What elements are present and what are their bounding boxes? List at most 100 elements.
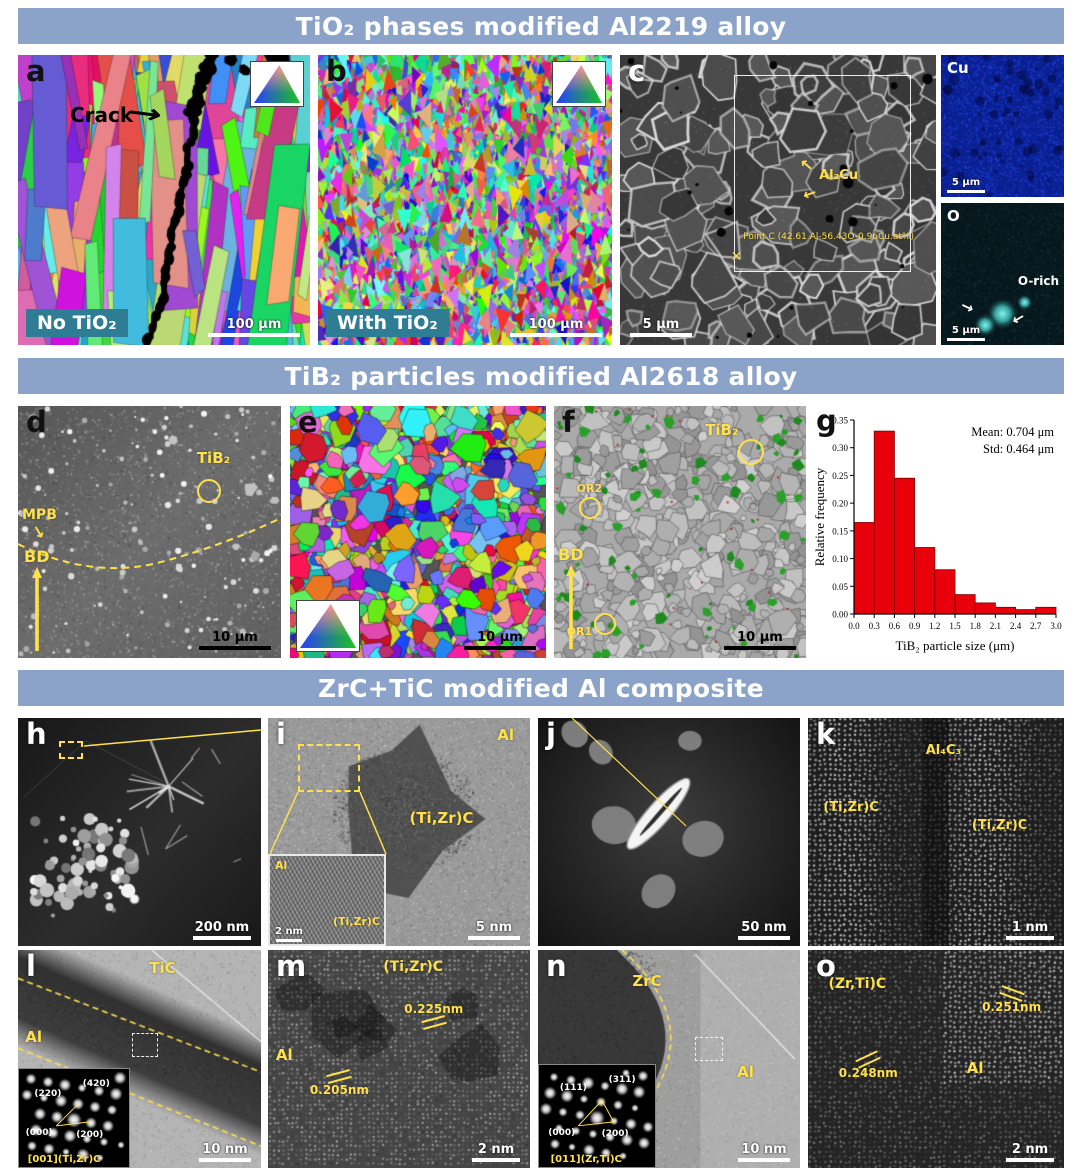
svg-text:3.0: 3.0 xyxy=(1050,621,1062,631)
panel-letter: a xyxy=(26,55,46,88)
diffraction-canvas xyxy=(19,1069,129,1167)
al4c3-label: Al₄C₃ xyxy=(925,743,962,759)
panel-letter: b xyxy=(326,55,347,88)
spot-label: (420) xyxy=(82,1078,110,1089)
zrc-label: ZrC xyxy=(632,971,662,990)
scale-bar: 10 μm xyxy=(724,631,796,650)
scale-bar: 5 μm xyxy=(630,318,692,337)
lattice-image xyxy=(808,718,1064,946)
scale-bar: 5 μm xyxy=(947,326,985,341)
or1-label: OR1 xyxy=(566,625,593,639)
panel-k: k Al₄C₃ (Ti,Zr)C (Ti,Zr)C 1 nm xyxy=(808,718,1064,946)
eds-cu-map: Cu 5 μm xyxy=(941,55,1064,197)
tib2-label: TiB₂ xyxy=(705,421,739,440)
roi-dashed-box xyxy=(298,744,360,792)
panel-a: a Crack → No TiO₂ 100 μm xyxy=(18,55,310,345)
band-contrast-map xyxy=(554,406,806,658)
panel-letter: l xyxy=(26,950,36,983)
tic-label: TiC xyxy=(149,958,176,977)
ipf-legend xyxy=(250,61,304,107)
svg-text:0.3: 0.3 xyxy=(869,621,881,631)
bd-arrow: BD xyxy=(558,545,583,649)
ipf-triangle-icon xyxy=(254,65,300,103)
svg-text:0.30: 0.30 xyxy=(832,443,848,453)
svg-text:Std: 0.464 μm: Std: 0.464 μm xyxy=(983,442,1054,456)
al2cu-label: Al₂Cu xyxy=(819,168,859,184)
sem-speckle-image xyxy=(18,406,281,658)
svg-text:0.0: 0.0 xyxy=(848,621,860,631)
section3-header: ZrC+TiC modified Al composite xyxy=(18,670,1064,706)
tizrc-label: (Ti,Zr)C xyxy=(409,809,474,828)
scale-bar: 50 nm xyxy=(738,921,790,940)
tib2-label: TiB₂ xyxy=(196,448,231,467)
ipf-triangle-icon xyxy=(300,604,356,648)
ipf-triangle-icon xyxy=(556,65,602,103)
point-c-marker: ✕ xyxy=(730,249,743,266)
mpb-label: MPB xyxy=(22,506,57,523)
bd-arrow-icon xyxy=(565,564,576,649)
tizrc-right-label: (Ti,Zr)C xyxy=(971,818,1028,834)
zone-axis-label: [001](Ti,Zr)C xyxy=(27,1154,101,1165)
spot-label: (000) xyxy=(25,1127,53,1138)
diffraction-inset: (220) (420) (000) (200) [001](Ti,Zr)C xyxy=(18,1068,130,1168)
o-label: O xyxy=(947,207,960,225)
al-label: Al xyxy=(275,1045,293,1064)
panel-l: l TiC Al (220) (420) (000) (200) [001](T… xyxy=(18,950,261,1168)
panel-o: o (Zr,Ti)C Al 0.251nm 0.248nm 2 nm xyxy=(808,950,1064,1168)
panel-letter: g xyxy=(816,406,837,438)
inset-scale-bar: 2 nm xyxy=(275,927,303,942)
tib2-size-histogram: 0.0 0.3 0.6 0.9 1.2 1.5 1.8 2.1 2.4 2.7 3.0 0.00 0.0… xyxy=(812,406,1064,658)
svg-text:0.15: 0.15 xyxy=(832,526,848,536)
diffraction-inset: (111) (311) (000) (200) [011](Zr,Ti)C xyxy=(538,1064,656,1168)
panel-b: b With TiO₂ 100 μm xyxy=(318,55,612,345)
scale-bar: 10 μm xyxy=(464,631,536,650)
svg-text:0.9: 0.9 xyxy=(909,621,921,631)
spot-label: (111) xyxy=(559,1083,587,1094)
sem-image xyxy=(620,55,936,345)
spot-label: (200) xyxy=(601,1129,629,1140)
svg-text:Relative frequency: Relative frequency xyxy=(812,467,827,566)
d-spacing-1: 0.251nm xyxy=(982,985,1041,1014)
roi-box xyxy=(733,75,911,273)
spot-label: (220) xyxy=(34,1088,62,1099)
tag-no-tio2: No TiO₂ xyxy=(26,309,128,337)
svg-text:1.8: 1.8 xyxy=(970,621,982,631)
hrtem-lattice-image xyxy=(808,950,1064,1168)
tib2-circle xyxy=(737,438,764,465)
panel-c: c Al₂Cu → → Point C (42.61 Al-56.43O-0.9… xyxy=(620,55,936,345)
panel-letter: k xyxy=(816,718,836,751)
svg-text:Mean: 0.704 μm: Mean: 0.704 μm xyxy=(971,425,1054,439)
svg-text:2.7: 2.7 xyxy=(1030,621,1042,631)
svg-text:0.6: 0.6 xyxy=(889,621,901,631)
or2-circle xyxy=(579,496,602,519)
scale-bar: 100 μm xyxy=(208,318,300,337)
svg-text:0.05: 0.05 xyxy=(832,582,848,592)
crack-label: Crack xyxy=(70,103,134,127)
scale-bar: 10 nm xyxy=(199,1143,251,1162)
d-spacing-2: 0.248nm xyxy=(839,1049,898,1080)
scale-bar: 100 μm xyxy=(510,318,602,337)
svg-text:2.4: 2.4 xyxy=(1010,621,1022,631)
panel-letter: h xyxy=(26,718,47,751)
scale-bar: 5 μm xyxy=(947,178,985,193)
zone-axis-label: [011](Zr,Ti)C xyxy=(550,1154,622,1165)
panel-m: m (Ti,Zr)C Al 0.225nm 0.205nm 2 nm xyxy=(268,950,530,1168)
al-label: Al xyxy=(966,1059,984,1077)
scale-bar: 10 nm xyxy=(738,1143,790,1162)
tem-overview-image xyxy=(18,718,261,946)
d-spacing-2: 0.205nm xyxy=(310,1069,369,1097)
tizrc-label: (Ti,Zr)C xyxy=(383,958,444,975)
panel-letter: n xyxy=(546,950,567,983)
scale-bar: 2 nm xyxy=(1006,1143,1054,1162)
inset-tizrc-label: (Ti,Zr)C xyxy=(333,915,380,928)
tag-with-tio2: With TiO₂ xyxy=(326,309,449,337)
svg-text:TiB₂ particle size (μm): TiB₂ particle size (μm) xyxy=(896,638,1015,653)
d-spacing-1: 0.225nm xyxy=(404,1002,463,1031)
tizrc-left-label: (Ti,Zr)C xyxy=(823,800,879,816)
diffraction-canvas xyxy=(539,1065,655,1167)
roi-dashed-box xyxy=(695,1037,724,1062)
panel-i: i Al (Ti,Zr)C Al (Ti,Zr)C 2 nm 5 nm xyxy=(268,718,530,946)
spot-label: (200) xyxy=(76,1129,104,1140)
eds-cu-canvas xyxy=(941,55,1064,197)
svg-text:1.2: 1.2 xyxy=(929,621,940,631)
